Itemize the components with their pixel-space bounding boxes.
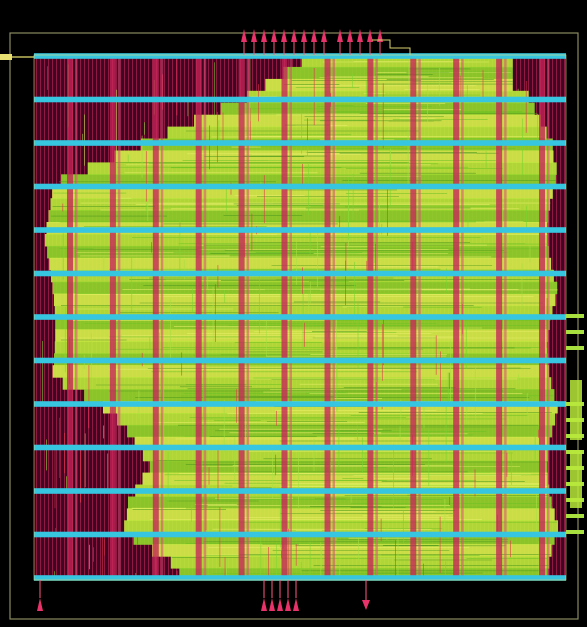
io-pin [285,598,291,611]
power-stripe [34,314,566,320]
io-pins-bottom [37,580,370,611]
power-stripe [34,531,566,538]
logic-row [84,389,555,402]
io-pin [0,54,12,60]
io-pin [321,29,327,42]
power-stripe [34,401,566,407]
power-stripe [34,96,566,103]
io-pin [566,530,584,534]
power-stripe [34,53,566,59]
io-pin [241,29,247,42]
power-stripe [34,488,566,494]
io-pin [281,29,287,42]
io-pin [566,514,584,518]
power-stripe [34,444,566,451]
power-stripes [34,53,566,581]
logic-row [49,257,552,271]
io-pin [37,598,43,611]
logic-row [53,293,556,307]
io-pins-top [241,29,411,55]
io-pins-right [566,314,584,534]
io-route [372,39,411,55]
io-pin [357,29,363,42]
io-pin [362,600,370,610]
io-pins-left [0,54,34,60]
io-pin [291,29,297,42]
io-pin [377,29,383,42]
io-pin [566,346,584,350]
io-pin [311,29,317,42]
io-pin [269,598,275,611]
logic-row [52,365,550,378]
power-stripe [34,270,566,277]
io-pin [566,314,584,318]
io-pin-cluster [570,380,582,440]
io-pin [337,29,343,42]
io-pin [261,598,267,611]
io-pin [277,598,283,611]
logic-row [126,508,555,521]
power-stripe [34,140,566,146]
logic-row [170,556,550,569]
logic-row [52,281,558,295]
logic-row [167,126,547,140]
logic-row [142,448,548,462]
power-stripe [34,357,566,364]
logic-row [52,186,553,199]
power-stripe [34,227,566,233]
io-pin [261,29,267,42]
io-pin [566,330,584,334]
io-pin [251,29,257,42]
logic-row [117,413,556,426]
io-pin [301,29,307,42]
io-pin [367,29,373,42]
logic-row [48,210,549,223]
io-pin-cluster [570,450,582,508]
power-stripe [34,183,566,190]
io-pin [271,29,277,42]
logic-row [124,520,558,533]
power-stripe [34,575,566,581]
io-pin [293,598,299,611]
io-pin [347,29,353,42]
